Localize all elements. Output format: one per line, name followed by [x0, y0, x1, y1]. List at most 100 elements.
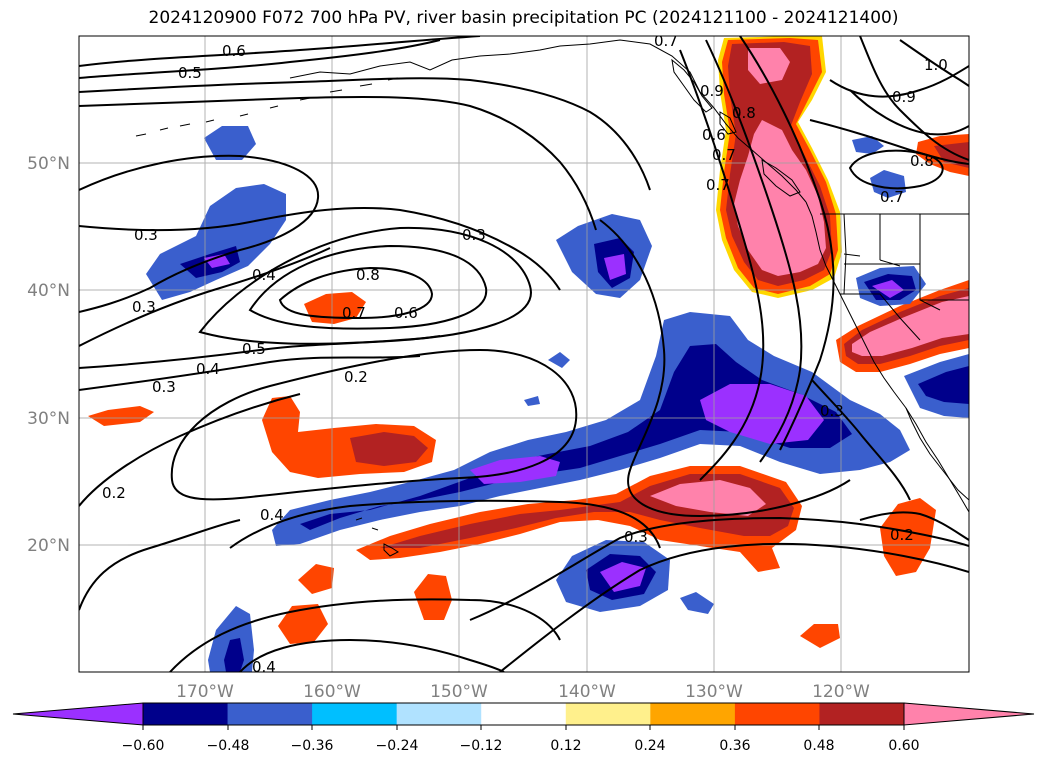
contour-wide-2 [79, 206, 561, 291]
contour-label: 0.8 [910, 152, 934, 170]
contour-04-bottom [169, 598, 561, 672]
contour-ne-3 [809, 119, 969, 165]
main-30n-purple [470, 384, 824, 484]
patch-12n-c [800, 624, 840, 648]
contour-east-03 [811, 379, 911, 501]
contour-02-west [79, 393, 301, 507]
contour-ne-2 [829, 65, 969, 98]
ne-anomaly-red [934, 142, 969, 168]
contour-wide-1 [79, 154, 320, 313]
contour-west-2 [79, 335, 441, 369]
contour-east-02 [859, 511, 969, 541]
contour-label: 0.7 [706, 176, 730, 194]
contour-east-4 [739, 36, 835, 451]
haida-gwaii [719, 111, 737, 135]
colorbar-tick-label: 0.12 [550, 738, 581, 754]
colorbar-tick-label: 0.60 [888, 738, 919, 754]
lon-label-120w: 120°W [812, 682, 870, 702]
contour-label: 0.4 [252, 658, 276, 676]
contour-label: 0.6 [394, 304, 418, 322]
contour-east-3 [705, 39, 803, 463]
contour-east-1 [599, 219, 851, 518]
colorbar-extend-min [12, 702, 144, 726]
lon-label-140w: 140°W [558, 682, 616, 702]
colorbar-tick-labels: −0.60 −0.48 −0.36 −0.24 −0.12 0.12 0.24 … [122, 738, 920, 754]
south-17n-purple [600, 562, 646, 592]
pnw-anomaly-pink [734, 48, 826, 276]
contour-label: 0.5 [242, 340, 266, 358]
contour-label: 0.4 [252, 266, 276, 284]
contour-02-closed [170, 348, 578, 501]
colorbar-cell [650, 703, 736, 725]
contour-top-3 [79, 77, 651, 191]
contour-ne-closed [848, 149, 944, 190]
vancouver-island [761, 159, 801, 197]
contour-top-4 [79, 95, 597, 231]
east-32n-dark [918, 366, 969, 404]
bc-coast [805, 201, 969, 513]
longitude-labels: 170°W 160°W 150°W 140°W 130°W 120°W [176, 682, 870, 702]
patch-17n-a [298, 564, 334, 594]
lon-label-150w: 150°W [430, 682, 488, 702]
west-42n-anomaly-purple [204, 254, 230, 268]
lat-label-30n: 30°N [27, 409, 70, 429]
colorbar-frame [142, 702, 905, 726]
colorbar-cells [143, 703, 905, 725]
nw-52n-anomaly [204, 126, 256, 160]
contour-top-2 [79, 39, 441, 79]
contour-labels: 0.6 0.5 0.7 1.0 0.9 0.8 0.3 0.3 0.4 0.8 … [102, 32, 948, 676]
tiny-patch-b [524, 396, 540, 406]
contour-label: 0.3 [152, 378, 176, 396]
colorbar-cell [312, 703, 398, 725]
contour-label: 0.7 [342, 304, 366, 322]
patch-14n [278, 604, 328, 644]
south-10n-dark [224, 638, 244, 672]
tiny-patch-a [548, 352, 570, 368]
lat-label-50n: 50°N [27, 154, 70, 174]
colorbar: −0.60 −0.48 −0.36 −0.24 −0.12 0.12 0.24 … [12, 702, 1035, 754]
bc-small-anomaly [870, 170, 906, 198]
contour-ne-1 [859, 36, 969, 161]
contour-west-1 [79, 247, 331, 347]
pv-contours [79, 36, 969, 672]
baja-coast [905, 407, 969, 501]
contour-label: 0.9 [892, 88, 916, 106]
contour-label: 0.7 [654, 32, 678, 50]
state-borders [840, 213, 969, 341]
colorbar-cell [481, 703, 567, 725]
band-28n-anomaly-red [350, 432, 428, 466]
contour-label: 1.0 [924, 56, 948, 74]
contour-label: 0.4 [196, 360, 220, 378]
map-frame [78, 35, 970, 673]
tiny-patch-c [680, 592, 714, 614]
aleutian-chain [135, 77, 399, 137]
contour-label: 0.4 [260, 506, 284, 524]
contour-label: 0.2 [102, 484, 126, 502]
colorbar-cell [819, 703, 905, 725]
contour-ne-4 [849, 89, 969, 136]
patch-15n-b [414, 574, 452, 620]
contour-east-2 [679, 49, 765, 481]
hawaii-islands [355, 517, 399, 557]
contour-label: 0.2 [344, 368, 368, 386]
colorbar-cell [143, 703, 229, 725]
bc-small-anomaly-b [852, 136, 884, 154]
contour-closed-inner [278, 266, 434, 320]
contour-main-03-south-2 [499, 542, 969, 672]
contour-label: 0.6 [222, 42, 246, 60]
latitude-labels: 50°N 40°N 30°N 20°N [27, 154, 70, 556]
colorbar-cell [565, 703, 651, 725]
colorbar-cell [734, 703, 820, 725]
east-40n-purple [872, 280, 904, 298]
contour-label: 0.8 [732, 104, 756, 122]
colorbar-tick-label: −0.36 [291, 738, 334, 754]
lat-label-40n: 40°N [27, 281, 70, 301]
contour-outer-south [79, 519, 241, 611]
band-22n-anomaly-pink [650, 480, 766, 516]
colorbar-tick-label: 0.24 [634, 738, 665, 754]
contour-label: 0.3 [820, 402, 844, 420]
contour-west-3 [79, 355, 421, 391]
lat-label-20n: 20°N [27, 536, 70, 556]
contour-closed-2 [248, 244, 488, 330]
